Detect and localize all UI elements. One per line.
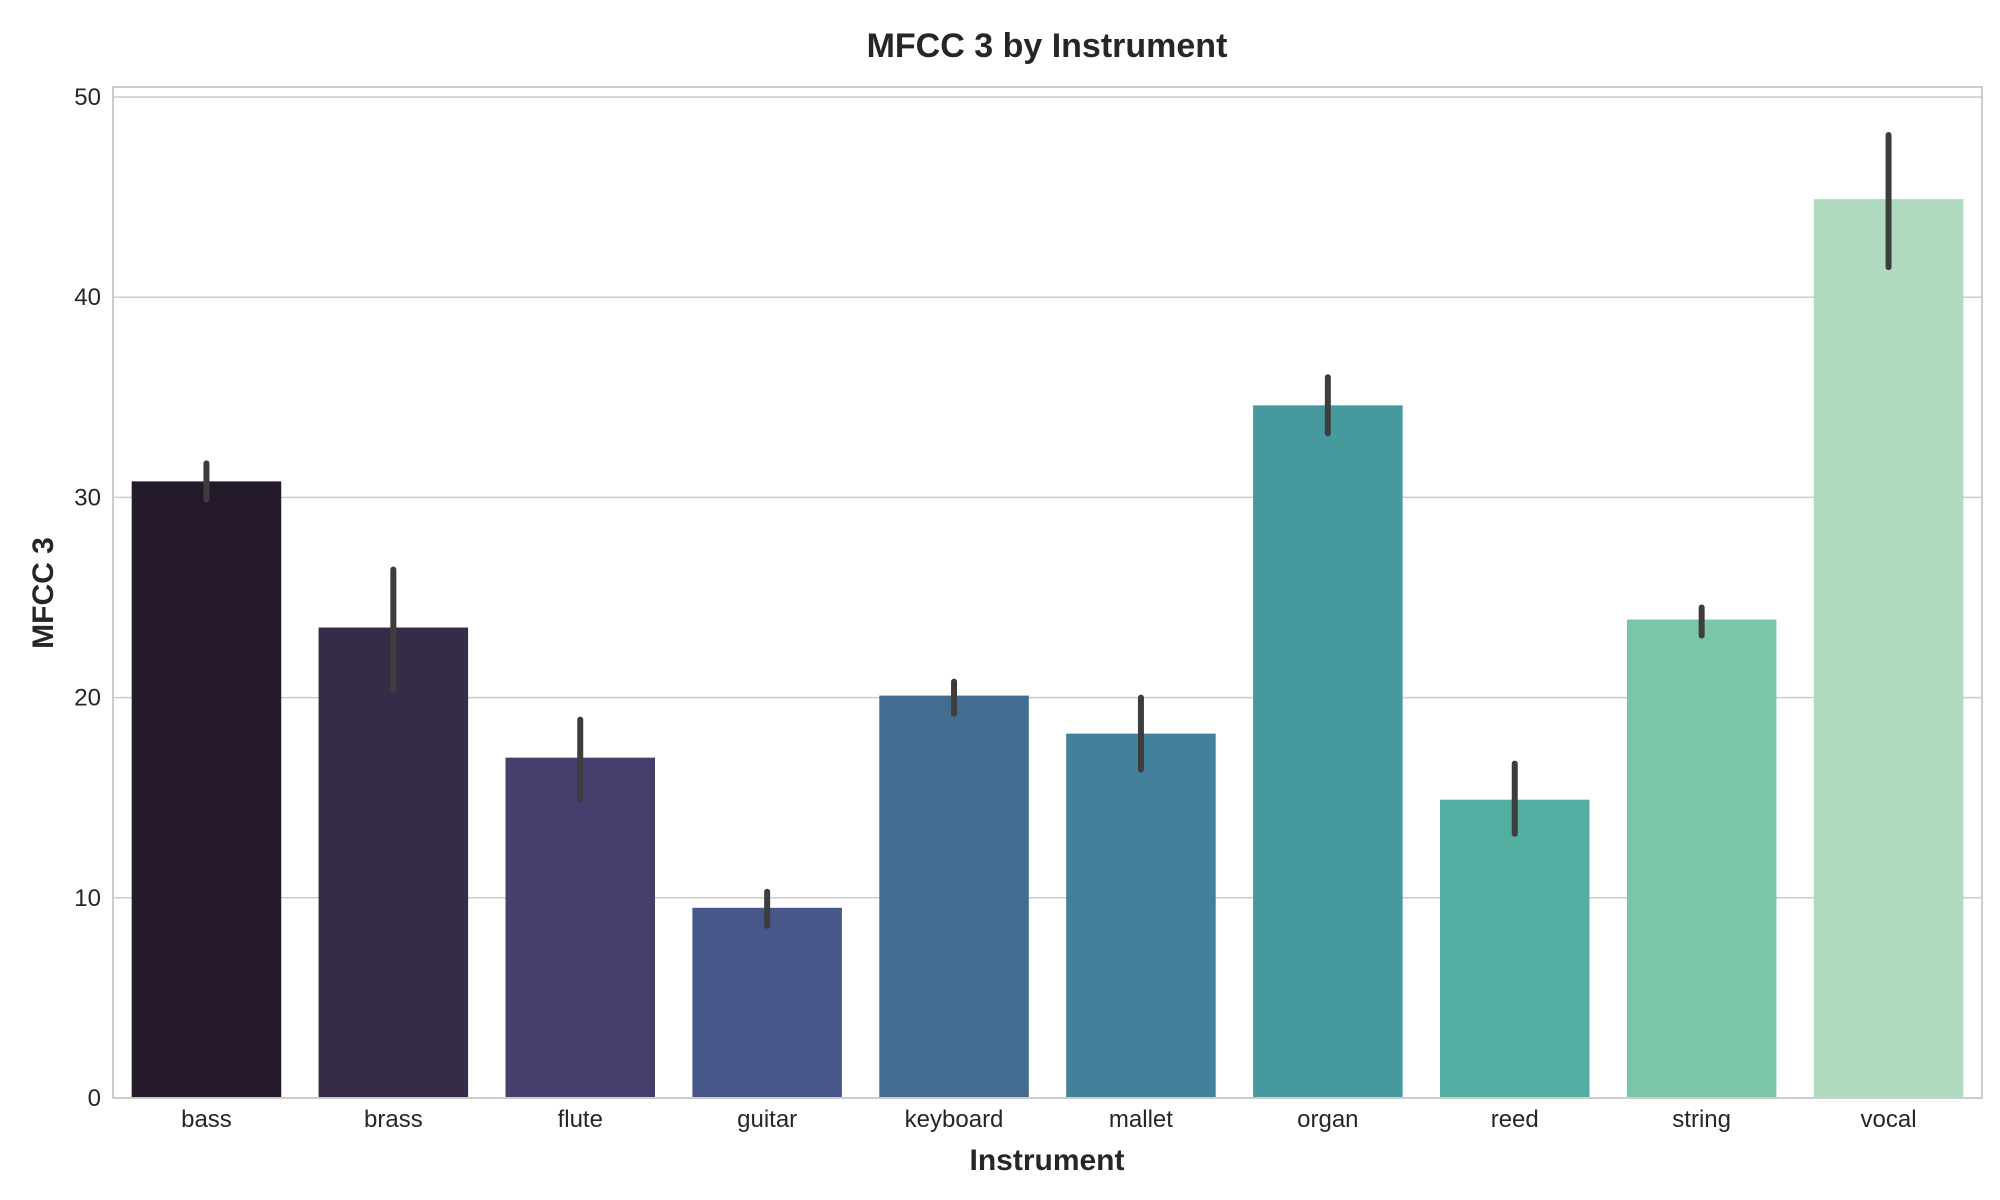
- x-tick-label-flute: flute: [558, 1106, 603, 1133]
- x-tick-label-guitar: guitar: [737, 1106, 797, 1133]
- x-tick-label-string: string: [1672, 1106, 1731, 1133]
- bar-mallet: [1066, 733, 1216, 1098]
- x-tick-label-brass: brass: [364, 1106, 423, 1133]
- x-tick-label-mallet: mallet: [1109, 1106, 1173, 1133]
- y-tick-label: 30: [74, 484, 101, 511]
- bar-flute: [505, 757, 656, 1098]
- x-axis-label: Instrument: [969, 1144, 1124, 1177]
- y-tick-label: 20: [74, 685, 101, 712]
- error-bars: [203, 132, 1892, 929]
- y-tick-label: 10: [74, 885, 101, 912]
- y-tick-labels: 0 10 20 30 40 50: [74, 84, 101, 1112]
- x-tick-label-reed: reed: [1491, 1106, 1539, 1133]
- y-tick-label: 0: [88, 1085, 101, 1112]
- y-axis-label: MFCC 3: [27, 537, 60, 649]
- bar-guitar: [692, 907, 842, 1098]
- bar-reed: [1439, 799, 1590, 1098]
- x-tick-labels: bass brass flute guitar keyboard mallet organ r…: [181, 1106, 1916, 1133]
- chart-title: MFCC 3 by Instrument: [867, 27, 1228, 65]
- x-tick-label-organ: organ: [1297, 1106, 1358, 1133]
- x-tick-label-bass: bass: [181, 1106, 232, 1133]
- bar-vocal: [1813, 199, 1964, 1098]
- bar-string: [1626, 619, 1777, 1098]
- bar-brass: [318, 627, 469, 1098]
- x-tick-label-keyboard: keyboard: [905, 1106, 1004, 1133]
- y-tick-label: 40: [74, 284, 101, 311]
- bar-keyboard: [879, 695, 1029, 1098]
- plot-frame: [112, 86, 1983, 1099]
- bar-organ: [1253, 405, 1403, 1099]
- bars: [131, 199, 1964, 1099]
- y-tick-label: 50: [74, 84, 101, 111]
- bar-bass: [131, 481, 282, 1098]
- x-tick-label-vocal: vocal: [1861, 1106, 1917, 1133]
